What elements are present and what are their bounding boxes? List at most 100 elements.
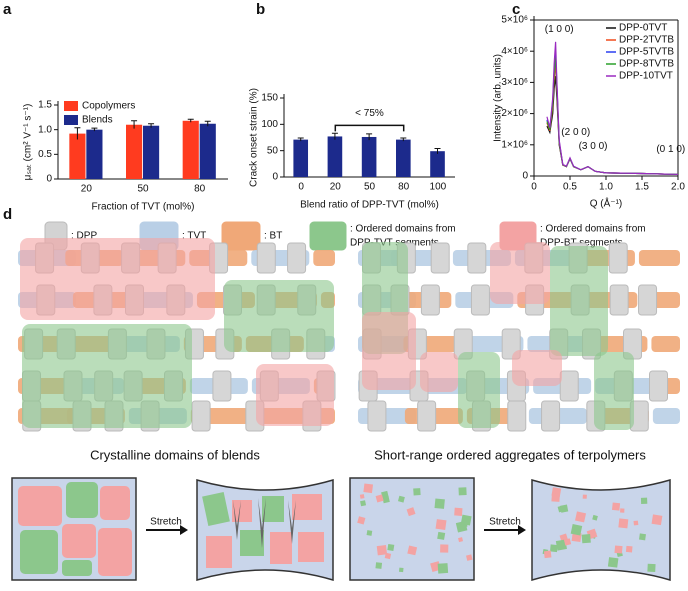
- y-axis-label: Crack onset strain (%): [249, 88, 260, 187]
- y-tick-label: 1.0: [38, 124, 52, 135]
- aggregate: [620, 508, 625, 513]
- x-axis-label: Q (Å⁻¹): [590, 197, 623, 210]
- bar: [430, 151, 445, 177]
- aggregate: [647, 563, 656, 572]
- aggregate: [458, 537, 464, 543]
- aggregate: [639, 533, 646, 541]
- legend-label: DPP-0TVT: [619, 23, 667, 34]
- bar: [396, 139, 411, 177]
- ordered-domain: [256, 364, 334, 426]
- y-tick-label: 5×10⁶: [501, 15, 528, 26]
- aggregate: [413, 488, 421, 496]
- x-axis-label: Fraction of TVT (mol%): [92, 202, 195, 213]
- x-tick-label: 20: [81, 184, 93, 195]
- x-tick-label: 0.5: [563, 182, 577, 193]
- x-tick-label: 100: [430, 182, 447, 193]
- annotation: (2 0 0): [561, 127, 590, 138]
- legend-label: Copolymers: [82, 101, 135, 112]
- aggregate: [582, 494, 587, 499]
- aggregate: [651, 514, 663, 526]
- bar: [182, 120, 199, 179]
- dpp-unit: [608, 242, 628, 274]
- aggregate: [570, 524, 583, 536]
- error-bar: [74, 127, 81, 140]
- x-tick-label: 80: [398, 182, 410, 193]
- x-tick-label: 20: [330, 182, 342, 193]
- dpp-unit: [649, 370, 669, 402]
- caption: Short-range ordered aggregates of terpol…: [374, 447, 646, 462]
- ordered-domain: [512, 350, 562, 386]
- y-tick-label: 2×10⁶: [501, 108, 528, 119]
- dpp-unit: [287, 242, 307, 274]
- legend-label: DPP-8TVTB: [619, 59, 674, 70]
- error-bar: [91, 127, 98, 132]
- line: [546, 76, 679, 176]
- y-tick-label: 0: [272, 172, 278, 183]
- dpp-unit: [256, 242, 276, 274]
- aggregate: [440, 544, 449, 553]
- dpp-unit: [430, 242, 450, 274]
- error-bar: [204, 120, 211, 127]
- legend-label: DPP-10TVT: [619, 71, 673, 82]
- legend-label: : BT: [264, 231, 282, 242]
- aggregate: [397, 495, 405, 503]
- ordered-domain: [22, 324, 192, 428]
- dpp-unit: [367, 400, 387, 432]
- line: [546, 41, 679, 176]
- dpp-unit: [467, 242, 487, 274]
- dpp-unit: [191, 400, 211, 432]
- y-tick-label: 0.5: [38, 149, 52, 160]
- chain-segment: [652, 408, 680, 424]
- aggregate: [375, 494, 384, 503]
- ordered-domain: [224, 280, 334, 352]
- chain-segment: [638, 250, 680, 266]
- chain-segment: [313, 250, 335, 266]
- stretch-label: Stretch: [489, 517, 521, 528]
- aggregate: [614, 545, 623, 554]
- bottom-schematics: [11, 477, 671, 582]
- aggregate: [437, 531, 446, 540]
- x-axis-label: Blend ratio of DPP-TVT (mol%): [300, 200, 439, 211]
- error-bar: [331, 132, 338, 140]
- bar: [143, 125, 160, 179]
- aggregate: [454, 507, 463, 516]
- aggregate: [592, 514, 598, 521]
- aggregate: [611, 502, 621, 511]
- dpp-unit: [638, 284, 658, 316]
- bar: [86, 129, 103, 179]
- panel-label: c: [512, 1, 520, 18]
- x-tick-label: 80: [194, 184, 206, 195]
- bar: [327, 136, 343, 177]
- x-tick-label: 0: [531, 182, 537, 193]
- aggregate: [543, 550, 552, 559]
- error-bar: [400, 137, 407, 142]
- aggregate: [366, 530, 373, 536]
- x-tick-label: 1.5: [635, 182, 649, 193]
- aggregate: [434, 498, 445, 509]
- aggregate: [560, 504, 569, 513]
- ordered-domain: [594, 352, 634, 430]
- legend-label: DPP-5TVTB: [619, 47, 674, 58]
- bar: [69, 133, 86, 179]
- dpp-unit: [609, 284, 629, 316]
- aggregate: [407, 545, 418, 556]
- annotation: (0 1 0): [656, 144, 685, 155]
- x-tick-label: 50: [137, 184, 149, 195]
- aggregate: [357, 516, 366, 525]
- aggregate: [550, 544, 558, 553]
- ordered-domain: [362, 312, 416, 390]
- error-bar: [297, 137, 304, 142]
- legend-label: : Ordered domains from: [540, 224, 646, 235]
- annotation: (1 0 0): [545, 24, 574, 35]
- bracket: [334, 124, 405, 132]
- aggregate: [460, 514, 472, 526]
- legend-label: Blends: [82, 115, 113, 126]
- aggregate: [607, 557, 619, 568]
- aggregate: [575, 511, 587, 523]
- aggregate: [359, 494, 365, 499]
- y-tick-label: 1×10⁶: [501, 139, 528, 150]
- aggregate: [360, 500, 367, 507]
- error-bar: [148, 123, 155, 128]
- aggregate: [555, 539, 567, 551]
- stretch-label: Stretch: [150, 517, 182, 528]
